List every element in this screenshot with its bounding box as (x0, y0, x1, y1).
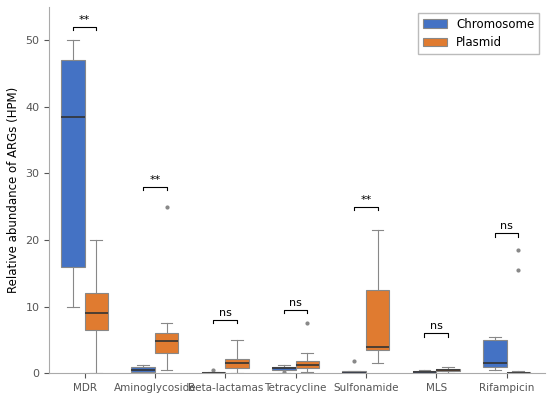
PathPatch shape (295, 361, 319, 368)
Text: ns: ns (430, 321, 443, 331)
PathPatch shape (272, 367, 295, 370)
PathPatch shape (507, 372, 530, 373)
PathPatch shape (201, 372, 225, 373)
PathPatch shape (131, 367, 155, 372)
Text: **: ** (149, 175, 161, 185)
PathPatch shape (436, 369, 460, 371)
Text: ns: ns (219, 308, 232, 318)
Text: **: ** (79, 15, 90, 25)
Text: ns: ns (289, 298, 302, 308)
PathPatch shape (342, 371, 366, 373)
Legend: Chromosome, Plasmid: Chromosome, Plasmid (418, 13, 539, 54)
PathPatch shape (155, 333, 178, 353)
PathPatch shape (61, 60, 84, 267)
PathPatch shape (366, 290, 389, 350)
PathPatch shape (413, 371, 436, 373)
Text: **: ** (360, 195, 371, 205)
PathPatch shape (483, 340, 507, 367)
PathPatch shape (225, 359, 248, 368)
Text: ns: ns (500, 222, 513, 232)
PathPatch shape (84, 293, 108, 330)
Y-axis label: Relative abundance of ARGs (HPM): Relative abundance of ARGs (HPM) (7, 87, 20, 293)
